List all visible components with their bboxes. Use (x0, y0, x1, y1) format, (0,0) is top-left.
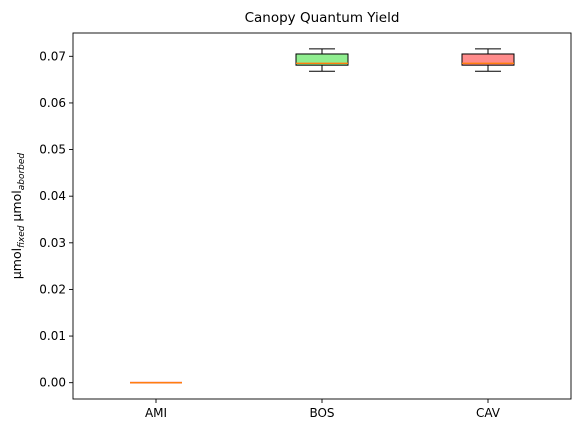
y-axis-ticks: 0.00 0.01 0.02 0.03 0.04 0.05 0.06 0.07 (39, 49, 73, 390)
box-series (130, 48, 515, 384)
box-body (295, 53, 349, 66)
box-cav (461, 48, 515, 72)
x-tick-label: CAV (476, 406, 501, 420)
box-bos (295, 48, 349, 72)
y-axis-label-base1: µmol (9, 248, 24, 279)
y-tick-label: 0.04 (39, 189, 66, 203)
y-axis-label-base2: µmol (9, 190, 24, 225)
y-tick-label: 0.06 (39, 96, 66, 110)
y-axis-label-sub2: aborbed (17, 153, 27, 191)
x-tick-label: BOS (309, 406, 334, 420)
y-tick-label: 0.01 (39, 329, 66, 343)
y-axis-label-sub1: fixed (17, 225, 27, 248)
y-tick-label: 0.02 (39, 282, 66, 296)
y-tick-label: 0.07 (39, 49, 66, 63)
chart-title: Canopy Quantum Yield (245, 10, 400, 26)
plot-area: 0.00 0.01 0.02 0.03 0.04 0.05 0.06 0.07 AMI BOS C… (39, 32, 572, 420)
box-body (461, 53, 515, 66)
y-tick-label: 0.05 (39, 143, 66, 157)
y-tick-label: 0.03 (39, 236, 66, 250)
plot-frame (72, 32, 572, 400)
x-tick-label: AMI (145, 406, 167, 420)
x-axis-ticks: AMI BOS CAV (145, 399, 501, 420)
y-axis-label: µmolfixed µmolaborbed (9, 153, 27, 280)
y-tick-label: 0.00 (39, 376, 66, 390)
